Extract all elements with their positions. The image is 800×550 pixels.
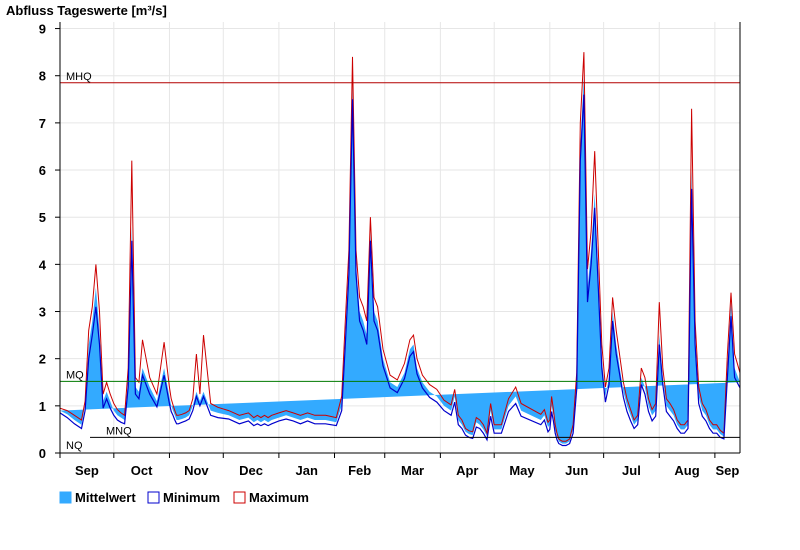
series-maximum	[59, 52, 741, 442]
reference-lines: MHQ MQ MNQ NQ	[60, 71, 740, 452]
legend-swatch-maximum	[233, 491, 246, 504]
ref-label-nq: NQ	[66, 440, 83, 452]
x-tick-label-6: Mar	[401, 463, 424, 478]
y-tick-label-0: 0	[39, 446, 46, 461]
x-tick-label-7: Apr	[456, 463, 478, 478]
legend: Mittelwert Minimum Maximum	[59, 490, 309, 505]
x-tick-label-10: Jul	[622, 463, 641, 478]
x-tick-label-9: Jun	[565, 463, 588, 478]
axes	[59, 22, 741, 454]
legend-label-mittelwert: Mittelwert	[75, 490, 136, 505]
x-tick-label-1: Oct	[131, 463, 153, 478]
legend-swatch-mittelwert	[59, 491, 72, 504]
legend-label-minimum: Minimum	[163, 490, 220, 505]
y-tick-label-8: 8	[39, 69, 46, 84]
ref-label-mq: MQ	[66, 369, 84, 381]
x-tick-label-4: Jan	[295, 463, 317, 478]
series-lines	[59, 52, 741, 447]
y-tick-label-9: 9	[39, 22, 46, 37]
y-tick-label-1: 1	[39, 399, 46, 414]
x-tick-label-5: Feb	[348, 463, 371, 478]
x-tick-label-2: Nov	[184, 463, 209, 478]
x-tick-label-3: Dec	[239, 463, 263, 478]
x-axis-ticks: Sep Oct Nov Dec Jan Feb Mar Apr May Jun Jul Aug Sep	[59, 453, 740, 478]
y-tick-label-5: 5	[39, 210, 46, 225]
y-tick-label-4: 4	[39, 257, 47, 272]
ref-label-mnq: MNQ	[106, 425, 132, 437]
legend-swatch-minimum	[147, 491, 160, 504]
chart-title: Abfluss Tageswerte [m³/s]	[6, 3, 167, 18]
y-tick-label-2: 2	[39, 352, 46, 367]
ref-label-mhq: MHQ	[66, 71, 92, 83]
series-minimum	[59, 94, 741, 447]
x-tick-label-0: Sep	[75, 463, 99, 478]
legend-label-maximum: Maximum	[249, 490, 309, 505]
y-tick-label-7: 7	[39, 116, 46, 131]
x-tick-label-8: May	[509, 463, 535, 478]
y-tick-label-6: 6	[39, 163, 46, 178]
x-tick-label-11: Aug	[674, 463, 699, 478]
x-tick-label-12: Sep	[716, 463, 740, 478]
y-axis-ticks: 0 1 2 3 4 5 6 7 8 9	[39, 22, 60, 461]
y-tick-label-3: 3	[39, 305, 46, 320]
